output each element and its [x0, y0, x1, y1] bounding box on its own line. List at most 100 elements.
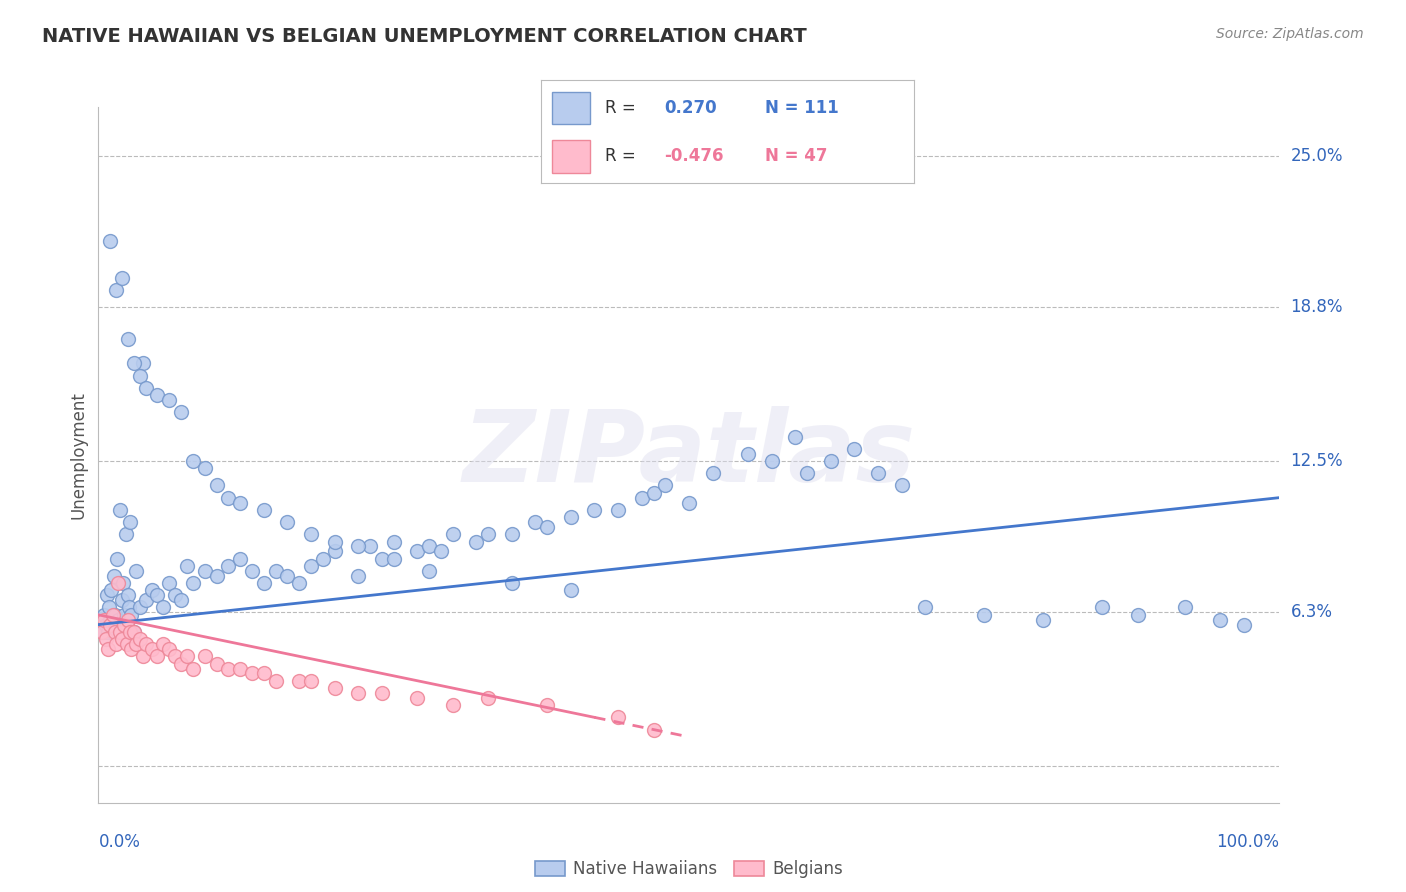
Point — [229, 551, 252, 566]
Point — [276, 515, 298, 529]
Point — [441, 698, 464, 713]
Point — [104, 624, 127, 639]
Text: N = 47: N = 47 — [765, 147, 827, 165]
Point — [128, 368, 150, 383]
Point — [264, 564, 287, 578]
Point — [844, 442, 866, 456]
Point — [1233, 617, 1256, 632]
Point — [560, 510, 582, 524]
Point — [118, 600, 141, 615]
Text: 100.0%: 100.0% — [1216, 833, 1279, 851]
Point — [108, 624, 131, 639]
Point — [382, 534, 405, 549]
Point — [702, 467, 724, 481]
Point — [152, 637, 174, 651]
Point — [176, 649, 198, 664]
Point — [111, 593, 134, 607]
Point — [217, 661, 239, 675]
Point — [141, 642, 163, 657]
Point — [181, 454, 204, 468]
Bar — [553, 140, 589, 173]
Point — [312, 551, 335, 566]
Point — [796, 467, 818, 481]
Point — [194, 461, 217, 475]
Text: ZIPatlas: ZIPatlas — [463, 407, 915, 503]
Point — [181, 576, 204, 591]
Point — [359, 540, 381, 554]
Text: NATIVE HAWAIIAN VS BELGIAN UNEMPLOYMENT CORRELATION CHART: NATIVE HAWAIIAN VS BELGIAN UNEMPLOYMENT … — [42, 27, 807, 45]
Point — [112, 576, 135, 591]
Point — [141, 583, 163, 598]
Point — [170, 593, 193, 607]
Point — [406, 690, 429, 705]
Point — [194, 564, 217, 578]
Point — [276, 568, 298, 582]
Point — [607, 503, 630, 517]
Point — [165, 588, 187, 602]
Point — [1174, 600, 1197, 615]
Text: 6.3%: 6.3% — [1291, 603, 1333, 622]
Point — [91, 624, 114, 639]
Point — [418, 564, 440, 578]
Point — [323, 681, 346, 695]
Point — [205, 478, 228, 492]
Point — [146, 649, 169, 664]
Point — [157, 576, 180, 591]
Point — [128, 632, 150, 647]
Point — [890, 478, 912, 492]
Text: 18.8%: 18.8% — [1291, 298, 1343, 317]
Point — [866, 467, 889, 481]
Point — [135, 381, 157, 395]
Point — [125, 637, 148, 651]
Point — [678, 495, 700, 509]
Point — [135, 637, 157, 651]
Point — [111, 632, 134, 647]
Point — [560, 583, 582, 598]
Point — [630, 491, 652, 505]
Point — [176, 559, 198, 574]
Point — [120, 624, 142, 639]
Point — [973, 607, 995, 622]
Point — [501, 576, 523, 591]
Point — [406, 544, 429, 558]
Text: 25.0%: 25.0% — [1291, 147, 1343, 165]
Point — [465, 534, 488, 549]
Point — [94, 632, 117, 647]
Point — [96, 588, 118, 602]
Point — [103, 568, 125, 582]
Text: -0.476: -0.476 — [664, 147, 724, 165]
Point — [170, 405, 193, 419]
Point — [382, 551, 405, 566]
Point — [441, 527, 464, 541]
Point — [122, 624, 145, 639]
Point — [347, 686, 370, 700]
Point — [91, 624, 114, 639]
Point — [1032, 613, 1054, 627]
Point — [371, 686, 394, 700]
Point — [654, 478, 676, 492]
Point — [524, 515, 547, 529]
Point — [114, 527, 136, 541]
Point — [217, 491, 239, 505]
Point — [299, 559, 322, 574]
Text: N = 111: N = 111 — [765, 99, 838, 117]
Point — [117, 613, 139, 627]
Point — [299, 673, 322, 688]
Point — [253, 576, 276, 591]
Text: 0.270: 0.270 — [664, 99, 717, 117]
Point — [112, 607, 135, 622]
Point — [100, 583, 122, 598]
Point — [93, 607, 115, 622]
Point — [914, 600, 936, 615]
Point — [240, 666, 263, 681]
Point — [785, 429, 807, 443]
Point — [253, 666, 276, 681]
Text: R =: R = — [605, 99, 636, 117]
Point — [643, 723, 665, 737]
Point — [98, 613, 121, 627]
Point — [643, 485, 665, 500]
Point — [108, 503, 131, 517]
Point — [94, 617, 117, 632]
Point — [737, 447, 759, 461]
Point — [477, 690, 499, 705]
